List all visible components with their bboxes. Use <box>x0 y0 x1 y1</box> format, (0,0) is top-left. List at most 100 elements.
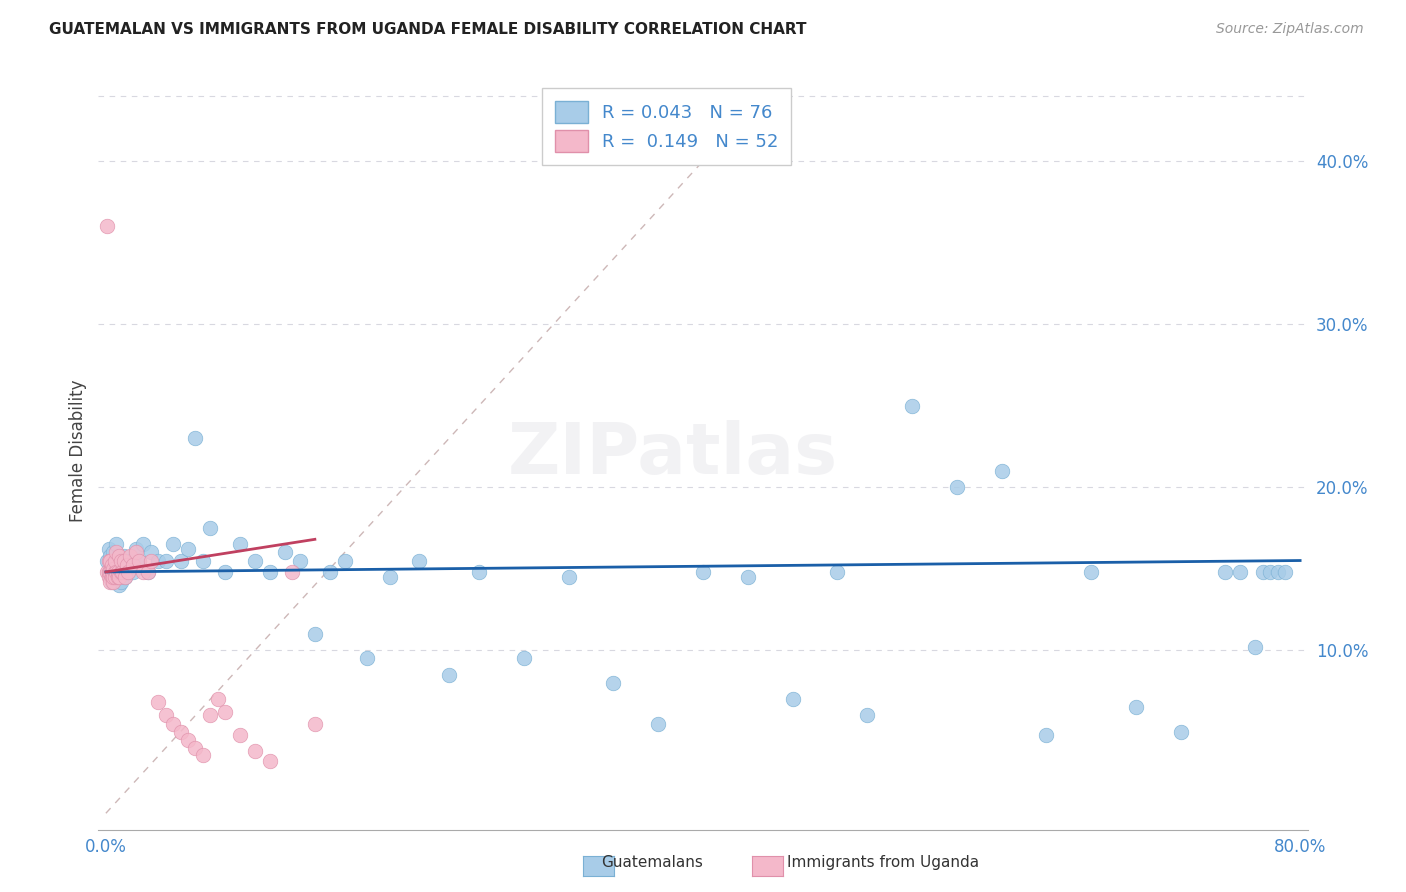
Text: ZIPatlas: ZIPatlas <box>508 420 838 489</box>
Point <box>98 553 121 567</box>
Point <box>101 574 124 589</box>
Point <box>184 741 207 756</box>
Point <box>1215 565 1237 579</box>
Point <box>110 553 132 567</box>
Point <box>155 708 177 723</box>
Point <box>169 553 191 567</box>
Point <box>647 716 669 731</box>
Point <box>1035 728 1057 742</box>
Point <box>114 570 136 584</box>
Point <box>1267 565 1289 579</box>
Point <box>162 716 184 731</box>
Point <box>557 570 579 584</box>
Point <box>1125 700 1147 714</box>
Point <box>146 695 169 709</box>
Point <box>108 565 131 579</box>
Point <box>177 542 200 557</box>
Point <box>108 578 131 592</box>
Point <box>945 480 967 494</box>
Point <box>468 565 491 579</box>
Point <box>125 542 148 557</box>
Point <box>101 553 124 567</box>
Point <box>115 558 138 573</box>
Point <box>97 553 120 567</box>
Point <box>1080 565 1102 579</box>
Point <box>136 565 159 579</box>
Point <box>125 545 148 559</box>
Point <box>110 574 132 589</box>
Point <box>97 542 120 557</box>
Point <box>97 565 120 579</box>
Point <box>146 553 169 567</box>
Point <box>107 553 129 567</box>
Point <box>104 565 127 579</box>
Point <box>101 565 124 579</box>
Point <box>96 565 118 579</box>
Point <box>139 553 162 567</box>
Point <box>602 675 624 690</box>
Point <box>304 716 326 731</box>
Point <box>132 565 155 579</box>
Point <box>107 565 129 579</box>
Point <box>990 464 1012 478</box>
Point <box>105 565 128 579</box>
Point <box>104 558 127 573</box>
Point <box>1251 565 1274 579</box>
Point <box>103 570 125 584</box>
Point <box>98 565 121 579</box>
Point <box>121 565 143 579</box>
Point <box>118 553 141 567</box>
Point <box>304 627 326 641</box>
Point <box>243 553 266 567</box>
Point <box>132 537 155 551</box>
Point <box>439 667 461 681</box>
Point <box>827 565 849 579</box>
Point <box>408 553 430 567</box>
Point <box>229 537 252 551</box>
Point <box>105 537 128 551</box>
Point <box>98 570 121 584</box>
Point <box>136 565 159 579</box>
Point <box>378 570 401 584</box>
Point <box>110 553 132 567</box>
Point <box>103 574 125 589</box>
Point <box>114 570 136 584</box>
Point <box>121 558 143 573</box>
Point <box>105 545 128 559</box>
Point <box>737 570 759 584</box>
Point <box>112 549 135 563</box>
Point <box>108 570 131 584</box>
Point <box>98 549 121 563</box>
Point <box>191 747 214 762</box>
Point <box>356 651 378 665</box>
Point <box>111 565 134 579</box>
Point <box>117 565 139 579</box>
Point <box>274 545 297 559</box>
Point <box>1258 565 1281 579</box>
Text: Guatemalans: Guatemalans <box>602 855 703 870</box>
Point <box>214 705 236 719</box>
Point <box>107 570 129 584</box>
Point <box>96 553 118 567</box>
Point <box>513 651 536 665</box>
Point <box>112 553 135 567</box>
Point <box>139 545 162 559</box>
Legend: R = 0.043   N = 76, R =  0.149   N = 52: R = 0.043 N = 76, R = 0.149 N = 52 <box>543 88 792 164</box>
Point <box>98 574 121 589</box>
Point <box>128 553 150 567</box>
Point <box>115 558 138 573</box>
Point <box>97 565 120 579</box>
Point <box>117 565 139 579</box>
Point <box>107 570 129 584</box>
Point <box>259 754 281 768</box>
Point <box>319 565 342 579</box>
Text: Source: ZipAtlas.com: Source: ZipAtlas.com <box>1216 22 1364 37</box>
Point <box>101 558 124 573</box>
Point <box>104 553 127 567</box>
Point <box>281 565 304 579</box>
Text: GUATEMALAN VS IMMIGRANTS FROM UGANDA FEMALE DISABILITY CORRELATION CHART: GUATEMALAN VS IMMIGRANTS FROM UGANDA FEM… <box>49 22 807 37</box>
Point <box>200 521 222 535</box>
Point <box>288 553 311 567</box>
Point <box>259 565 281 579</box>
Point <box>155 553 177 567</box>
